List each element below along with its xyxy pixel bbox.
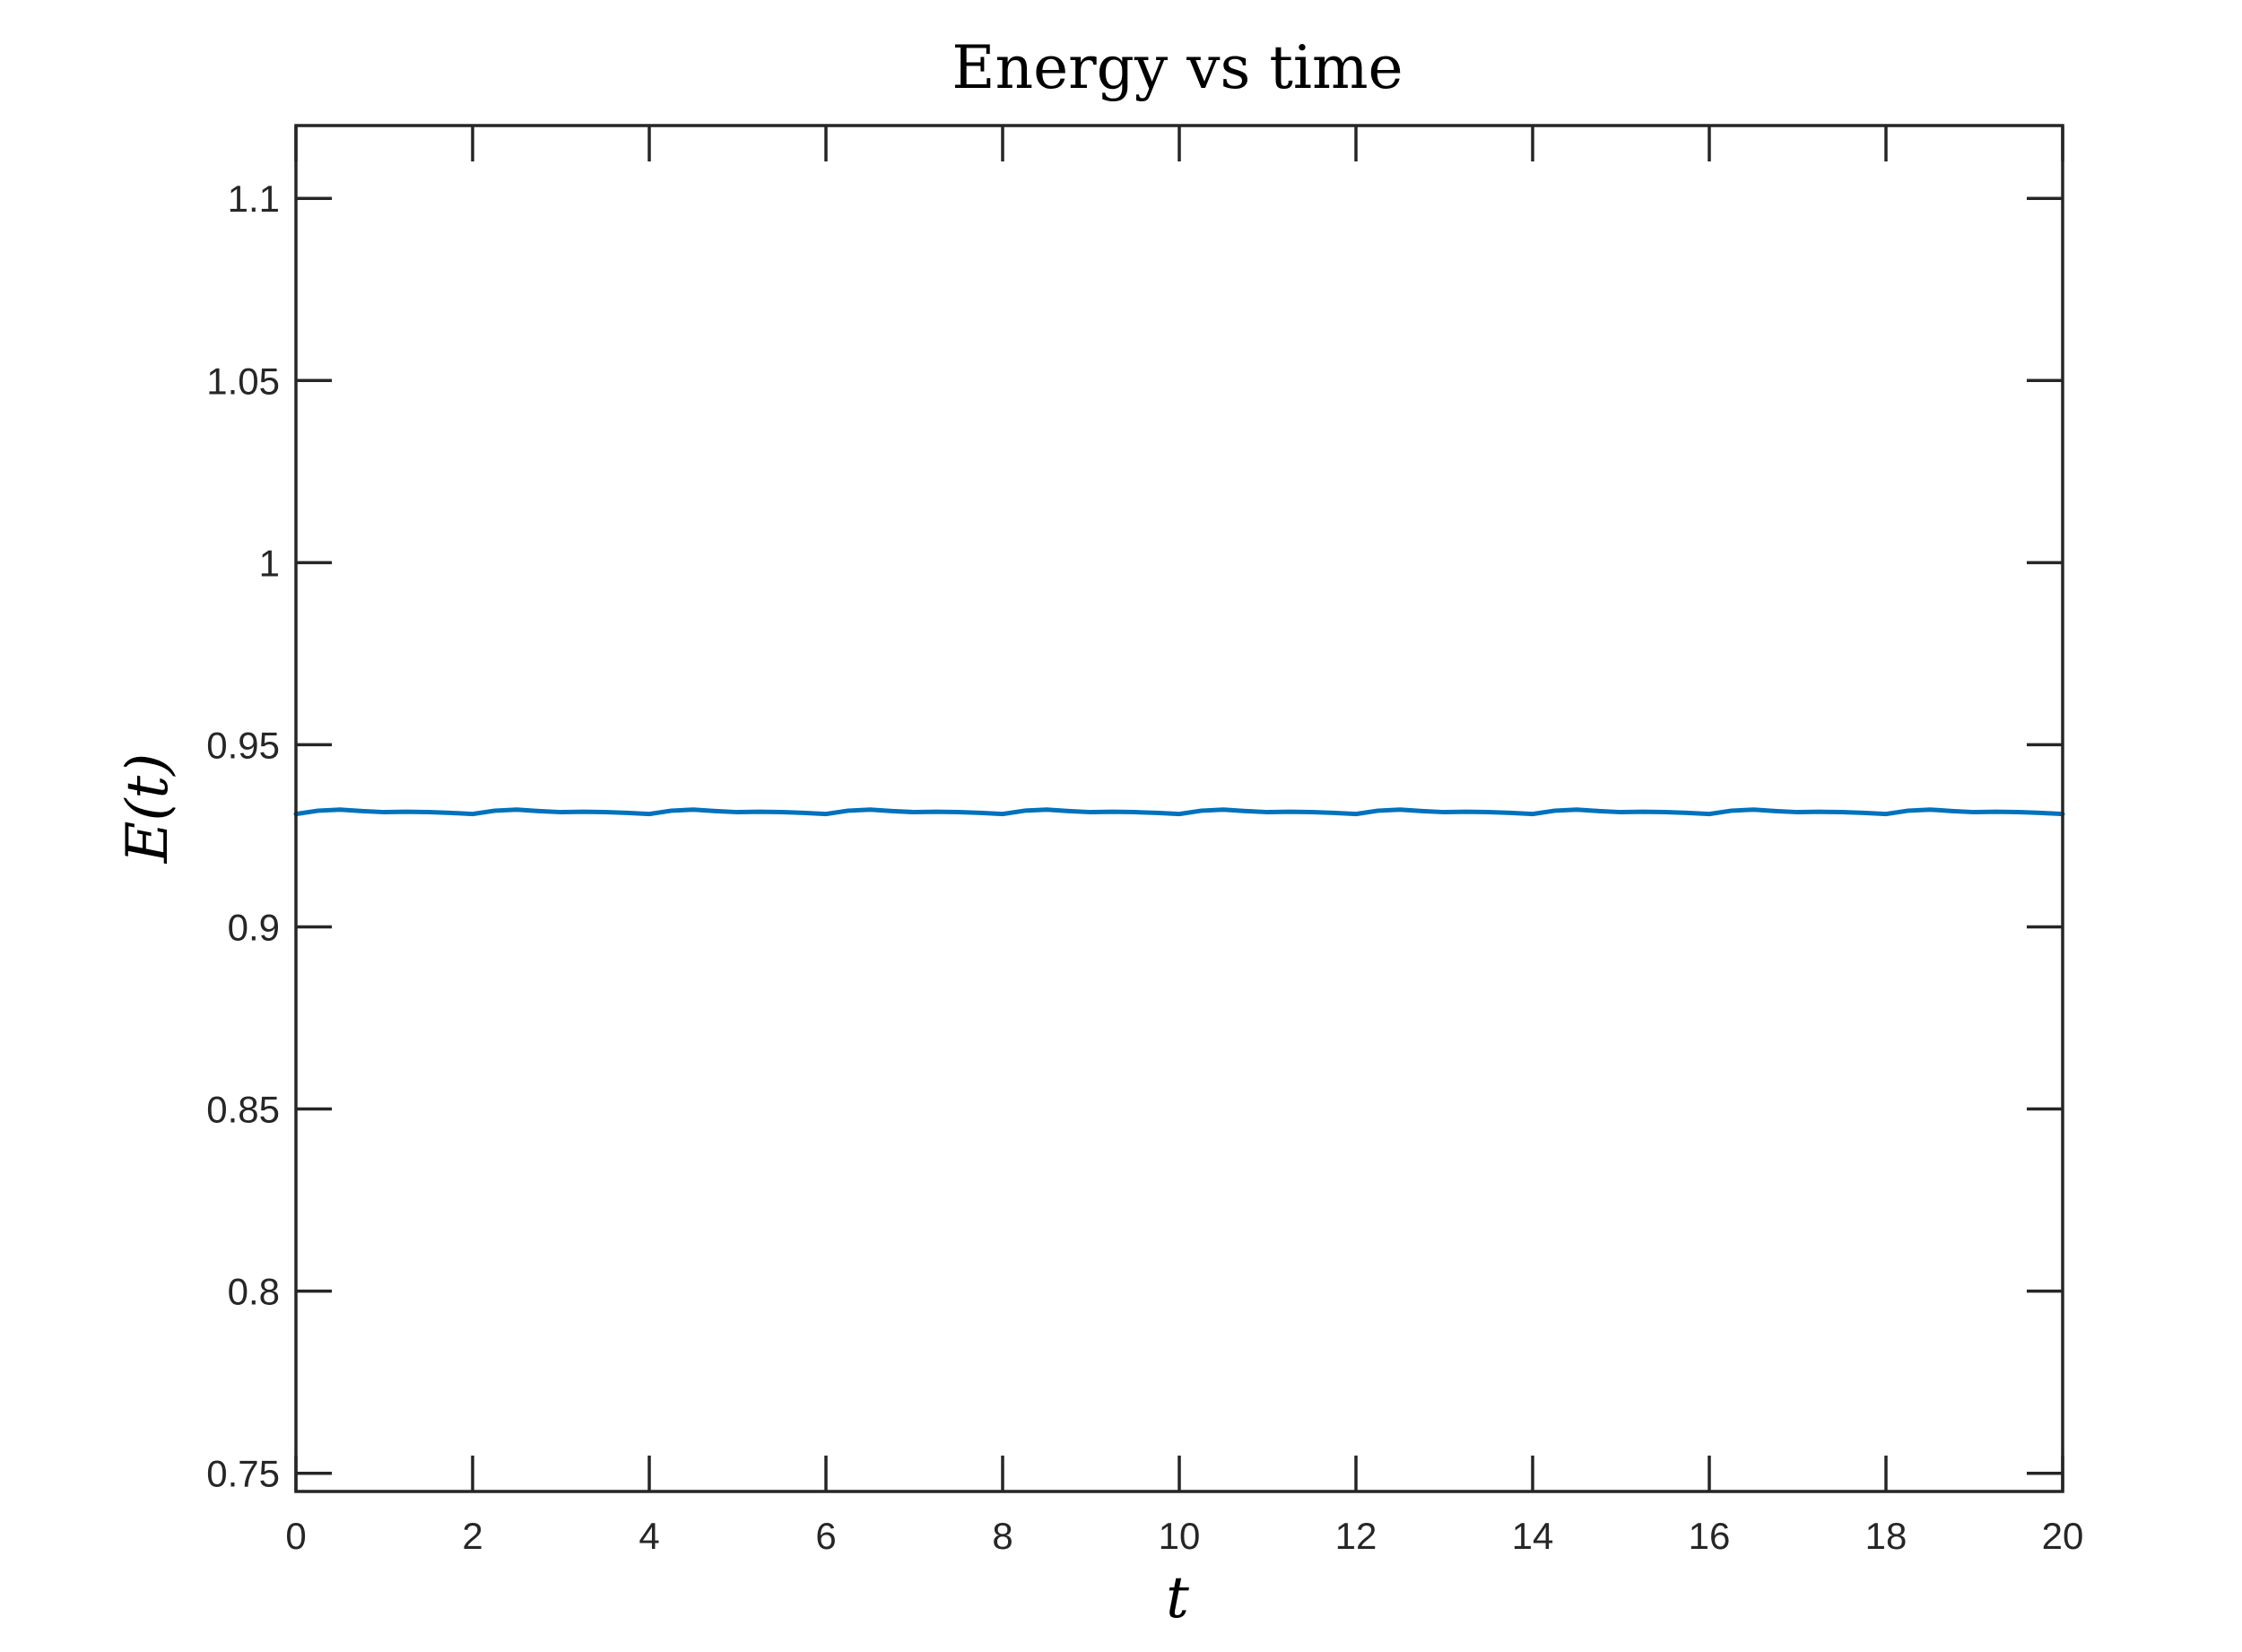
x-tick-label: 10 xyxy=(1159,1515,1201,1557)
x-tick-label: 0 xyxy=(285,1515,306,1557)
y-tick-label: 0.9 xyxy=(228,906,280,948)
y-tick-label: 0.85 xyxy=(206,1089,280,1131)
x-tick-label: 6 xyxy=(815,1515,836,1557)
x-tick-label: 18 xyxy=(1865,1515,1907,1557)
x-axis-label: t xyxy=(1166,1565,1189,1631)
tick-labels-layer: 0 2 4 6 8 10 12 14 16 18 20 0.75 0.8 0.85 0.9 0.95 1 1.05… xyxy=(206,178,2083,1557)
y-tick-label: 1.1 xyxy=(228,178,280,220)
axes-box xyxy=(294,124,2064,1493)
series-layer xyxy=(293,807,2065,817)
chart-title: Energy vs time xyxy=(952,33,1403,102)
y-tick-label: 1 xyxy=(259,542,280,584)
x-tick-label: 16 xyxy=(1689,1515,1731,1557)
y-tick-label: 0.8 xyxy=(228,1271,280,1313)
y-tick-label: 0.75 xyxy=(206,1453,280,1495)
y-tick-label: 1.05 xyxy=(206,360,280,402)
x-tick-label: 4 xyxy=(639,1515,659,1557)
y-tick-label: 0.95 xyxy=(206,724,280,766)
x-tick-label: 8 xyxy=(992,1515,1012,1557)
x-tick-label: 14 xyxy=(1512,1515,1554,1557)
series-line xyxy=(293,807,2065,817)
plot-area xyxy=(296,126,2063,1491)
x-tick-label: 12 xyxy=(1335,1515,1377,1557)
x-tick-label: 20 xyxy=(2042,1515,2084,1557)
x-tick-label: 2 xyxy=(462,1515,482,1557)
y-axis-label: E(t) xyxy=(115,753,181,864)
